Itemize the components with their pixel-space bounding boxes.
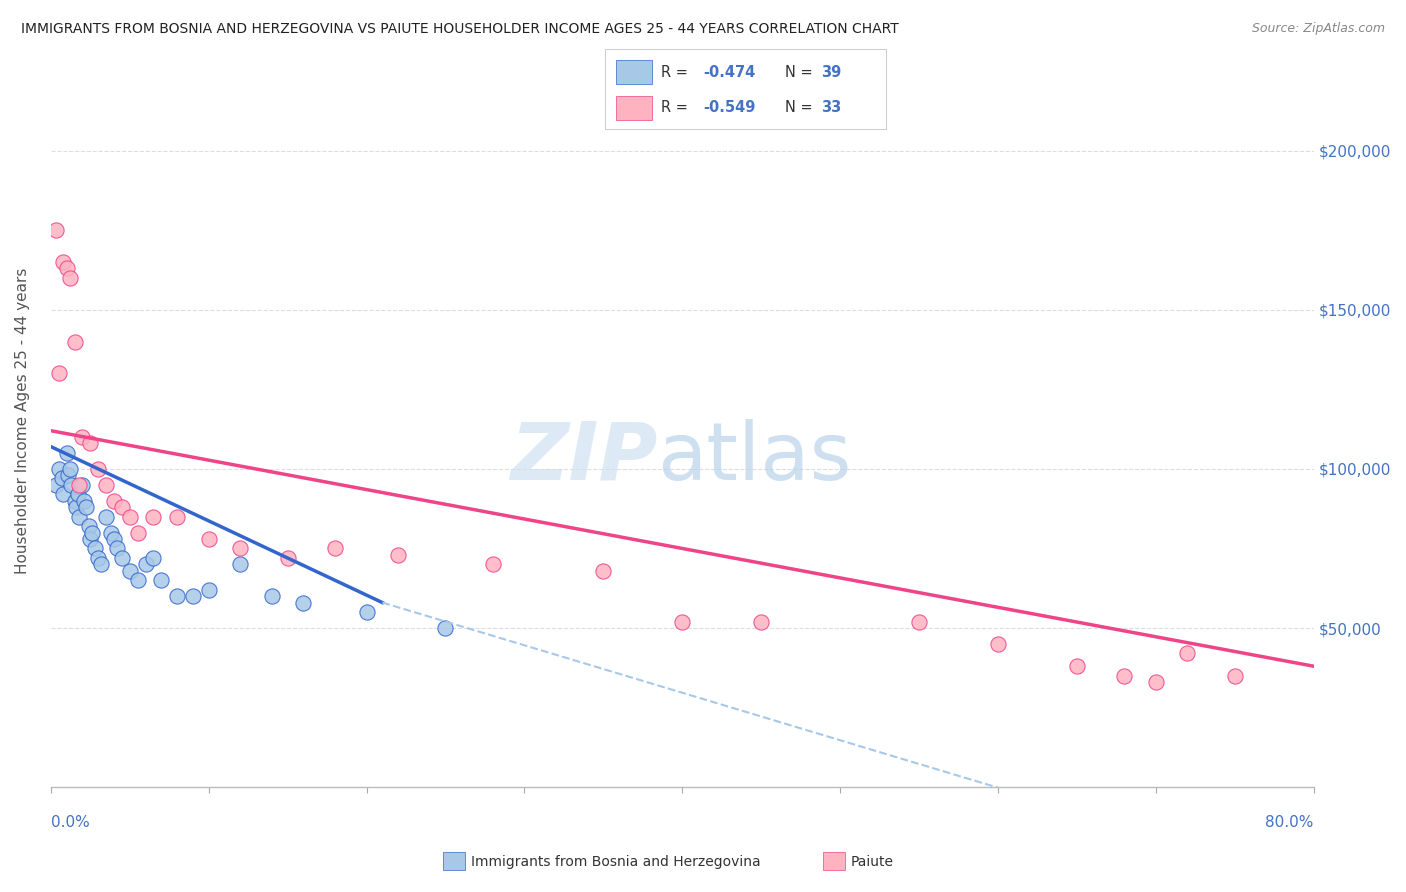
Point: [67, 509, 90, 524]
Point: [72, 430, 94, 444]
Point: [260, 589, 283, 603]
Point: [79, 436, 101, 450]
Point: [323, 541, 346, 556]
Text: N =: N =: [785, 65, 817, 80]
Point: [60, 478, 83, 492]
Text: 0.0%: 0.0%: [51, 815, 90, 830]
Point: [67, 478, 90, 492]
Point: [118, 564, 141, 578]
Text: IMMIGRANTS FROM BOSNIA AND HERZEGOVINA VS PAIUTE HOUSEHOLDER INCOME AGES 25 - 44: IMMIGRANTS FROM BOSNIA AND HERZEGOVINA V…: [21, 22, 898, 37]
Point: [52, 255, 75, 269]
Point: [63, 493, 86, 508]
Point: [94, 478, 117, 492]
Text: 80.0%: 80.0%: [1265, 815, 1313, 830]
Point: [434, 621, 457, 635]
Point: [197, 532, 219, 546]
FancyBboxPatch shape: [616, 95, 652, 120]
Point: [127, 525, 149, 540]
Point: [58, 468, 80, 483]
Text: -0.549: -0.549: [703, 100, 755, 115]
Point: [87, 462, 110, 476]
Point: [1177, 647, 1199, 661]
Point: [55, 261, 77, 276]
Point: [84, 541, 107, 556]
Text: Immigrants from Bosnia and Herzegovina: Immigrants from Bosnia and Herzegovina: [471, 855, 761, 869]
Point: [908, 615, 931, 629]
Point: [111, 551, 134, 566]
FancyBboxPatch shape: [616, 61, 652, 85]
Point: [387, 548, 409, 562]
Text: ZIP: ZIP: [509, 418, 657, 497]
Point: [292, 596, 315, 610]
Point: [229, 558, 252, 572]
Point: [105, 541, 128, 556]
Point: [87, 551, 110, 566]
Point: [59, 271, 82, 285]
Text: 33: 33: [821, 100, 841, 115]
Point: [80, 525, 103, 540]
Point: [52, 487, 75, 501]
Point: [1114, 669, 1136, 683]
Text: R =: R =: [661, 65, 692, 80]
Point: [356, 605, 378, 619]
Point: [63, 334, 86, 349]
Point: [66, 487, 89, 501]
Point: [181, 589, 204, 603]
Point: [592, 564, 614, 578]
Text: atlas: atlas: [657, 418, 852, 497]
Point: [90, 558, 112, 572]
Point: [749, 615, 772, 629]
Point: [75, 500, 97, 514]
Point: [103, 532, 125, 546]
Point: [166, 589, 188, 603]
Point: [987, 637, 1010, 651]
Point: [111, 500, 134, 514]
Point: [59, 462, 82, 476]
Text: 39: 39: [821, 65, 841, 80]
Point: [51, 471, 73, 485]
Point: [45, 223, 67, 237]
Text: -0.474: -0.474: [703, 65, 755, 80]
Text: Source: ZipAtlas.com: Source: ZipAtlas.com: [1251, 22, 1385, 36]
Point: [1144, 675, 1167, 690]
Point: [79, 532, 101, 546]
Point: [72, 478, 94, 492]
Text: N =: N =: [785, 100, 817, 115]
Text: Paiute: Paiute: [851, 855, 894, 869]
Point: [166, 509, 188, 524]
Point: [127, 574, 149, 588]
Y-axis label: Householder Income Ages 25 - 44 years: Householder Income Ages 25 - 44 years: [15, 268, 30, 574]
Point: [103, 493, 125, 508]
Point: [48, 462, 70, 476]
Point: [142, 509, 165, 524]
Text: R =: R =: [661, 100, 692, 115]
Point: [671, 615, 693, 629]
Point: [73, 493, 96, 508]
Point: [197, 582, 219, 597]
Point: [277, 551, 299, 566]
Point: [100, 525, 122, 540]
Point: [229, 541, 252, 556]
Point: [135, 558, 157, 572]
Point: [45, 478, 67, 492]
Point: [94, 509, 117, 524]
Point: [55, 446, 77, 460]
Point: [77, 519, 100, 533]
Point: [118, 509, 141, 524]
Point: [142, 551, 165, 566]
Point: [48, 367, 70, 381]
Point: [150, 574, 173, 588]
Point: [482, 558, 505, 572]
Point: [65, 500, 87, 514]
Point: [1066, 659, 1088, 673]
Point: [1223, 669, 1246, 683]
